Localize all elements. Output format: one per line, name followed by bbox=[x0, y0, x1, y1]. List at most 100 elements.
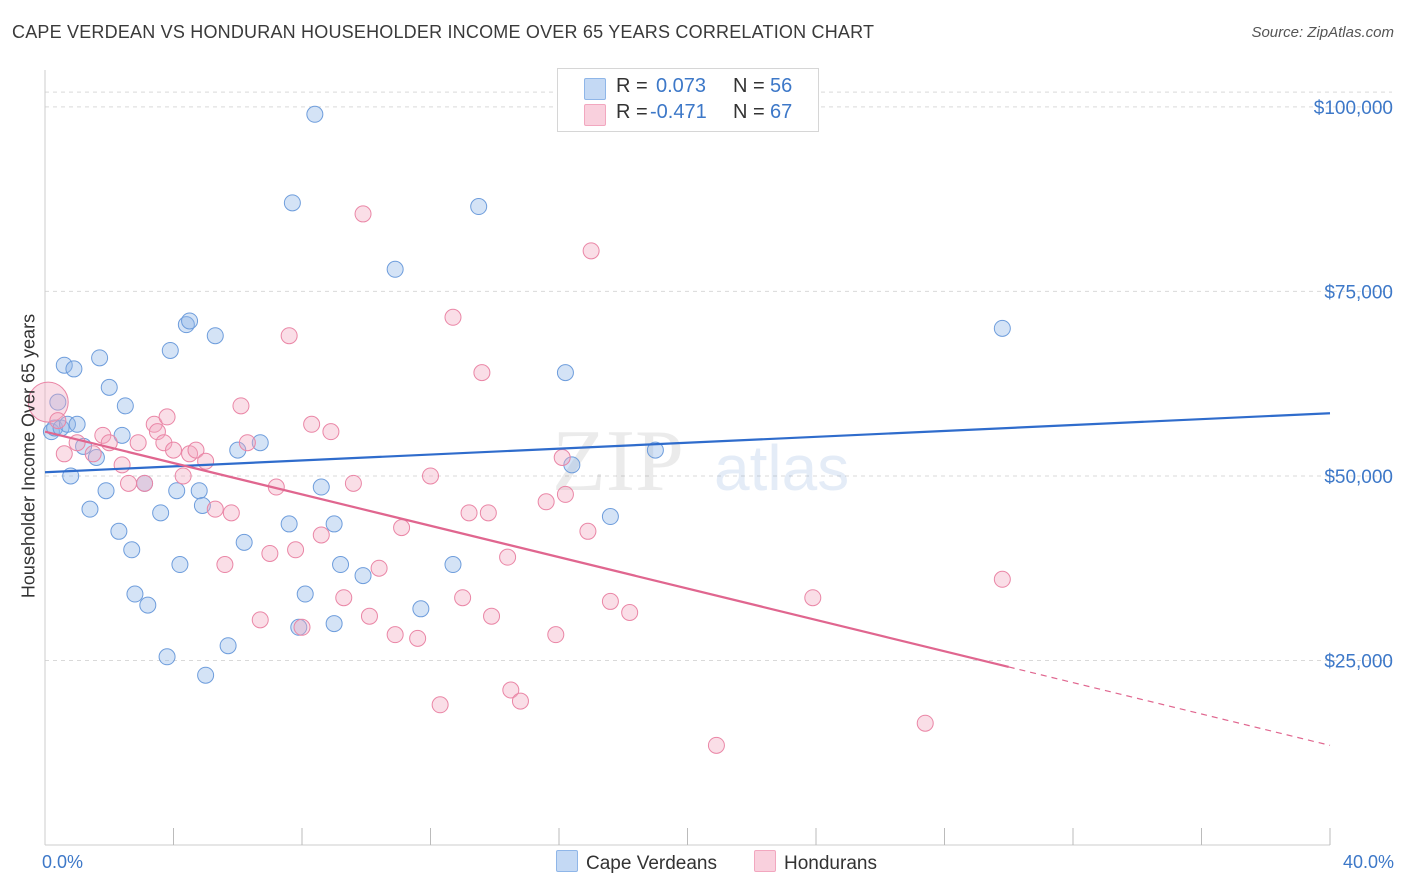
series-legend-swatch-hondurans bbox=[754, 850, 776, 872]
honduran-point bbox=[422, 467, 439, 485]
honduran-point bbox=[479, 504, 497, 522]
honduran-point bbox=[49, 412, 67, 430]
honduran-point bbox=[386, 626, 404, 644]
cape-verdean-point bbox=[646, 441, 664, 459]
legend-row-cape-verdean: R = 0.073 N = 56 bbox=[558, 75, 816, 101]
honduran-trend-line-extension bbox=[1008, 666, 1331, 746]
cape-verdean-point bbox=[152, 504, 170, 522]
honduran-point bbox=[84, 445, 102, 463]
cape-verdean-trend-line bbox=[44, 412, 1331, 474]
stats-legend: R = 0.073 N = 56 R = -0.471 N = 67 bbox=[557, 68, 819, 132]
cape-verdean-point bbox=[100, 378, 118, 396]
legend-swatch-cape-verdean bbox=[584, 78, 606, 100]
honduran-point bbox=[444, 308, 462, 326]
cape-verdean-point bbox=[219, 637, 237, 655]
cape-verdean-point bbox=[283, 194, 301, 212]
legend-row-honduran: R = -0.471 N = 67 bbox=[558, 101, 816, 127]
gridlines bbox=[45, 91, 1392, 661]
honduran-point bbox=[993, 570, 1011, 588]
honduran-point bbox=[293, 618, 311, 636]
honduran-point bbox=[165, 441, 182, 459]
honduran-point bbox=[483, 607, 501, 625]
trend-lines bbox=[44, 412, 1331, 746]
honduran-point bbox=[312, 526, 330, 544]
cape-verdean-point bbox=[55, 356, 73, 374]
honduran-point bbox=[287, 541, 305, 559]
watermark-atlas: atlas bbox=[714, 432, 849, 504]
cape-verdean-point bbox=[325, 615, 343, 633]
legend-r-label: R = bbox=[616, 101, 648, 123]
honduran-point bbox=[344, 474, 362, 492]
legend-n-label: N = bbox=[733, 101, 765, 123]
honduran-point bbox=[120, 474, 138, 492]
axes bbox=[44, 70, 1331, 846]
honduran-point bbox=[174, 467, 192, 485]
cape-verdean-point bbox=[97, 482, 115, 500]
cape-verdean-point bbox=[993, 319, 1011, 337]
cape-verdean-point bbox=[65, 360, 83, 378]
cape-verdean-point bbox=[556, 364, 574, 382]
honduran-point bbox=[556, 485, 574, 503]
cape-verdean-point bbox=[251, 434, 269, 452]
cape-verdean-point bbox=[123, 541, 141, 559]
honduran-point bbox=[280, 327, 298, 345]
honduran-point bbox=[547, 626, 565, 644]
series-legend-label: Hondurans bbox=[784, 853, 877, 874]
cape-verdean-point bbox=[306, 105, 324, 123]
y-tick-label: $50,000 bbox=[1324, 467, 1393, 488]
cape-verdean-point bbox=[161, 341, 179, 359]
cape-verdean-point bbox=[444, 556, 462, 574]
cape-verdean-point bbox=[190, 482, 208, 500]
cape-verdean-point bbox=[601, 508, 619, 526]
chart-title: CAPE VERDEAN VS HONDURAN HOUSEHOLDER INC… bbox=[12, 22, 875, 42]
honduran-point bbox=[537, 493, 555, 511]
honduran-point bbox=[460, 504, 478, 522]
legend-r-value: -0.471 bbox=[650, 101, 707, 123]
honduran-point bbox=[232, 397, 250, 415]
cape-verdean-point bbox=[91, 349, 109, 367]
cape-verdean-point bbox=[58, 415, 76, 433]
honduran-point bbox=[707, 736, 725, 754]
data-points bbox=[27, 105, 1011, 754]
honduran-point bbox=[303, 415, 321, 433]
honduran-point bbox=[55, 445, 73, 463]
series-legend-hondurans: Hondurans bbox=[754, 850, 877, 875]
honduran-point bbox=[322, 423, 340, 441]
cape-verdean-point bbox=[139, 596, 157, 614]
honduran-point bbox=[197, 452, 215, 470]
y-tick-label: $75,000 bbox=[1324, 282, 1393, 303]
cape-verdean-point bbox=[206, 327, 224, 345]
honduran-point bbox=[370, 559, 388, 577]
honduran-point bbox=[454, 589, 472, 607]
cape-verdean-point bbox=[312, 478, 330, 496]
cape-verdean-point bbox=[171, 556, 189, 574]
honduran-point bbox=[502, 681, 520, 699]
cape-verdean-point bbox=[386, 260, 404, 278]
cape-verdean-point bbox=[235, 533, 253, 551]
honduran-point bbox=[916, 714, 934, 732]
honduran-point bbox=[579, 522, 597, 540]
honduran-point bbox=[553, 449, 571, 466]
y-tick-labels: $25,000 $50,000 $75,000 $100,000 bbox=[1314, 98, 1393, 673]
cape-verdean-point bbox=[181, 312, 199, 330]
cape-verdean-point bbox=[412, 600, 430, 618]
honduran-point bbox=[409, 629, 427, 647]
cape-verdean-point bbox=[126, 585, 144, 603]
x-tick-label-min: 0.0% bbox=[42, 852, 84, 872]
honduran-point bbox=[113, 456, 131, 474]
honduran-point bbox=[621, 604, 639, 621]
legend-n-value: 67 bbox=[770, 101, 793, 123]
series-legend-cape-verdeans: Cape Verdeans bbox=[556, 850, 717, 875]
cape-verdean-point bbox=[193, 496, 211, 514]
honduran-trend-line bbox=[44, 430, 1010, 669]
cape-verdean-point bbox=[197, 666, 215, 684]
honduran-point bbox=[187, 441, 205, 459]
cape-verdean-point bbox=[49, 393, 67, 411]
honduran-point bbox=[499, 548, 517, 566]
cape-verdean-point bbox=[296, 585, 314, 603]
legend-n-value: 56 bbox=[770, 75, 793, 97]
legend-swatch-honduran bbox=[584, 104, 606, 126]
x-tick-label-max: 40.0% bbox=[1342, 852, 1394, 872]
cape-verdean-point bbox=[354, 567, 372, 585]
honduran-point bbox=[129, 434, 147, 452]
